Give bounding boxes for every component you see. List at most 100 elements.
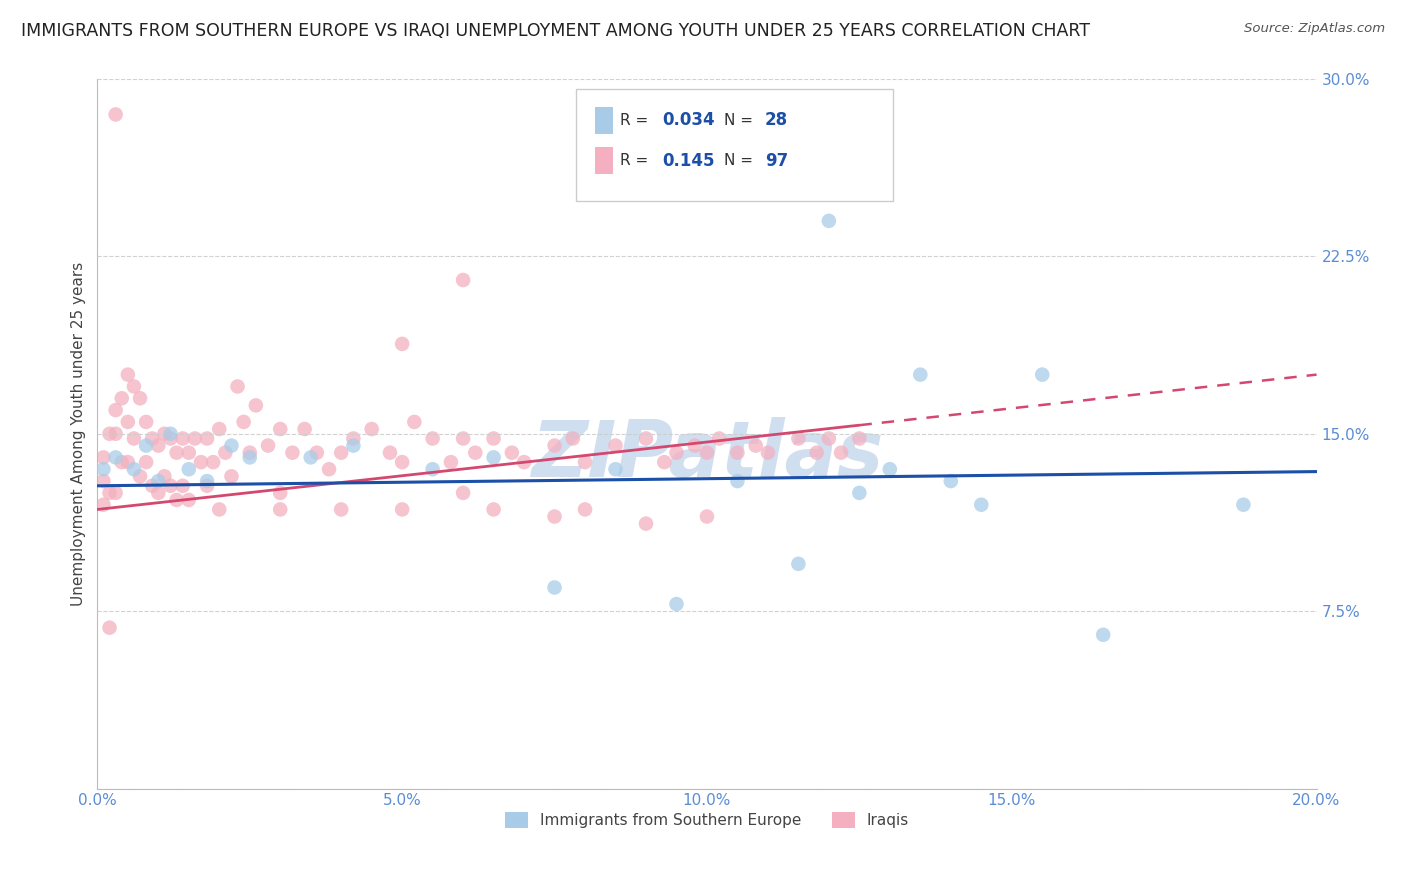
Point: [696, 445, 718, 459]
Point: [245, 398, 267, 412]
Point: [756, 445, 779, 459]
Point: [153, 469, 176, 483]
Point: [141, 479, 163, 493]
Point: [787, 557, 810, 571]
Point: [129, 469, 152, 483]
Point: [360, 422, 382, 436]
Point: [683, 439, 706, 453]
Point: [159, 426, 181, 441]
Point: [482, 502, 505, 516]
Point: [172, 432, 194, 446]
Point: [239, 445, 262, 459]
Point: [451, 486, 474, 500]
Point: [104, 403, 127, 417]
Point: [135, 415, 157, 429]
Point: [464, 445, 486, 459]
Point: [93, 462, 115, 476]
Point: [342, 432, 364, 446]
Point: [1232, 498, 1254, 512]
Point: [172, 479, 194, 493]
Point: [342, 439, 364, 453]
Point: [806, 445, 828, 459]
Point: [482, 450, 505, 465]
Point: [665, 597, 688, 611]
Point: [195, 479, 218, 493]
Y-axis label: Unemployment Among Youth under 25 years: Unemployment Among Youth under 25 years: [72, 261, 86, 606]
Point: [330, 502, 353, 516]
Point: [561, 432, 583, 446]
Point: [378, 445, 401, 459]
Point: [725, 445, 748, 459]
Point: [166, 493, 188, 508]
Point: [177, 493, 200, 508]
Point: [605, 439, 627, 453]
Point: [634, 516, 657, 531]
Point: [391, 502, 413, 516]
Point: [208, 422, 231, 436]
Point: [482, 432, 505, 446]
Point: [818, 432, 841, 446]
Point: [122, 379, 145, 393]
Point: [574, 502, 596, 516]
Point: [184, 432, 207, 446]
Point: [111, 455, 134, 469]
Point: [818, 214, 841, 228]
Point: [195, 432, 218, 446]
Point: [848, 432, 870, 446]
Legend: Immigrants from Southern Europe, Iraqis: Immigrants from Southern Europe, Iraqis: [499, 805, 915, 834]
Point: [153, 426, 176, 441]
Text: ZIPatlas: ZIPatlas: [531, 417, 883, 493]
Text: N =: N =: [724, 113, 758, 128]
Point: [422, 432, 444, 446]
Point: [148, 474, 170, 488]
Text: IMMIGRANTS FROM SOUTHERN EUROPE VS IRAQI UNEMPLOYMENT AMONG YOUTH UNDER 25 YEARS: IMMIGRANTS FROM SOUTHERN EUROPE VS IRAQI…: [21, 22, 1090, 40]
Point: [1031, 368, 1053, 382]
Point: [574, 455, 596, 469]
Point: [281, 445, 304, 459]
Point: [696, 509, 718, 524]
Point: [177, 462, 200, 476]
Point: [879, 462, 901, 476]
Point: [391, 455, 413, 469]
Point: [910, 368, 932, 382]
Point: [787, 432, 810, 446]
Point: [299, 450, 322, 465]
Point: [117, 455, 139, 469]
Point: [513, 455, 536, 469]
Point: [440, 455, 463, 469]
Point: [93, 474, 115, 488]
Point: [104, 486, 127, 500]
Point: [93, 498, 115, 512]
Point: [970, 498, 993, 512]
Point: [104, 107, 127, 121]
Point: [98, 621, 121, 635]
Point: [939, 474, 962, 488]
Text: 0.034: 0.034: [662, 112, 714, 129]
Point: [257, 439, 280, 453]
Text: R =: R =: [620, 153, 654, 168]
Point: [202, 455, 225, 469]
Point: [98, 426, 121, 441]
Point: [269, 422, 291, 436]
Point: [159, 479, 181, 493]
Text: Source: ZipAtlas.com: Source: ZipAtlas.com: [1244, 22, 1385, 36]
Point: [104, 426, 127, 441]
Point: [221, 469, 243, 483]
Point: [634, 432, 657, 446]
Point: [148, 486, 170, 500]
Point: [318, 462, 340, 476]
Point: [501, 445, 523, 459]
Point: [744, 439, 766, 453]
Point: [451, 432, 474, 446]
Point: [208, 502, 231, 516]
Point: [190, 455, 212, 469]
Point: [830, 445, 852, 459]
Point: [195, 474, 218, 488]
Point: [543, 581, 565, 595]
Point: [122, 462, 145, 476]
Point: [404, 415, 426, 429]
Text: 0.145: 0.145: [662, 152, 714, 169]
Text: N =: N =: [724, 153, 758, 168]
Point: [135, 439, 157, 453]
Point: [148, 439, 170, 453]
